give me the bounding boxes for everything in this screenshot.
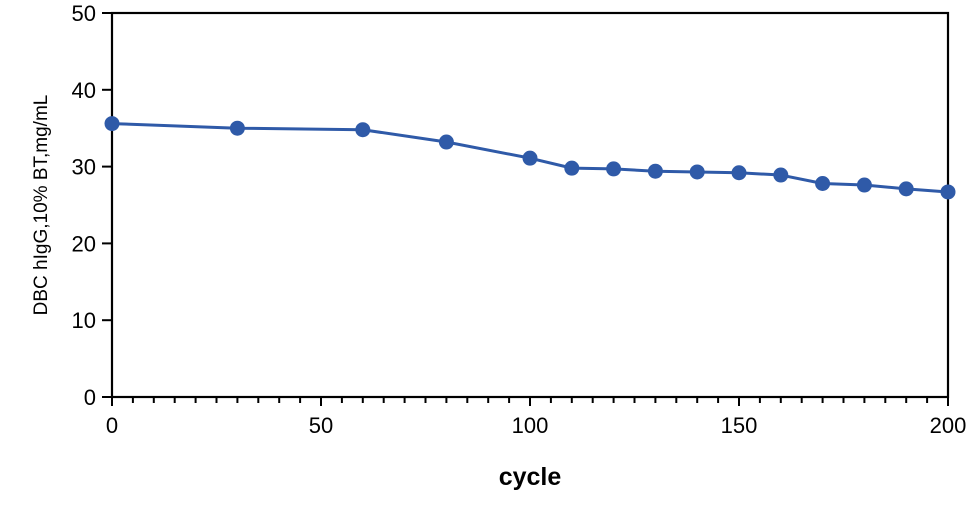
plot-frame-group	[110, 11, 950, 399]
y-axis-title: DBC hIgG,10% BT,mg/mL	[31, 95, 52, 316]
data-point	[229, 120, 245, 136]
y-tick-label: 50	[72, 1, 96, 26]
x-tick-label: 200	[930, 413, 967, 438]
data-point	[898, 181, 914, 197]
x-axis-ticks: 0 50 100 150 200	[106, 397, 966, 438]
data-point	[689, 164, 705, 180]
y-tick-label: 0	[84, 385, 96, 410]
data-point	[815, 175, 831, 191]
series-group	[104, 116, 956, 200]
y-tick-label: 30	[72, 155, 96, 180]
data-point	[522, 150, 538, 166]
x-axis-title: cycle	[499, 463, 562, 491]
y-tick-label: 40	[72, 78, 96, 103]
data-point	[564, 160, 580, 176]
data-point	[104, 116, 120, 132]
x-tick-label: 100	[512, 413, 549, 438]
y-tick-label: 10	[72, 308, 96, 333]
data-point	[940, 184, 956, 200]
y-axis-ticks: 0 10 20 30 40 50	[72, 1, 112, 410]
x-tick-label: 150	[721, 413, 758, 438]
y-tick-label: 20	[72, 231, 96, 256]
data-point	[606, 161, 622, 177]
x-tick-label: 0	[106, 413, 118, 438]
data-point	[773, 167, 789, 183]
data-point	[731, 165, 747, 181]
plot-frame	[110, 11, 950, 399]
data-point	[438, 134, 454, 150]
data-point	[647, 163, 663, 179]
data-point	[355, 122, 371, 138]
data-point	[856, 177, 872, 193]
x-tick-label: 50	[309, 413, 333, 438]
